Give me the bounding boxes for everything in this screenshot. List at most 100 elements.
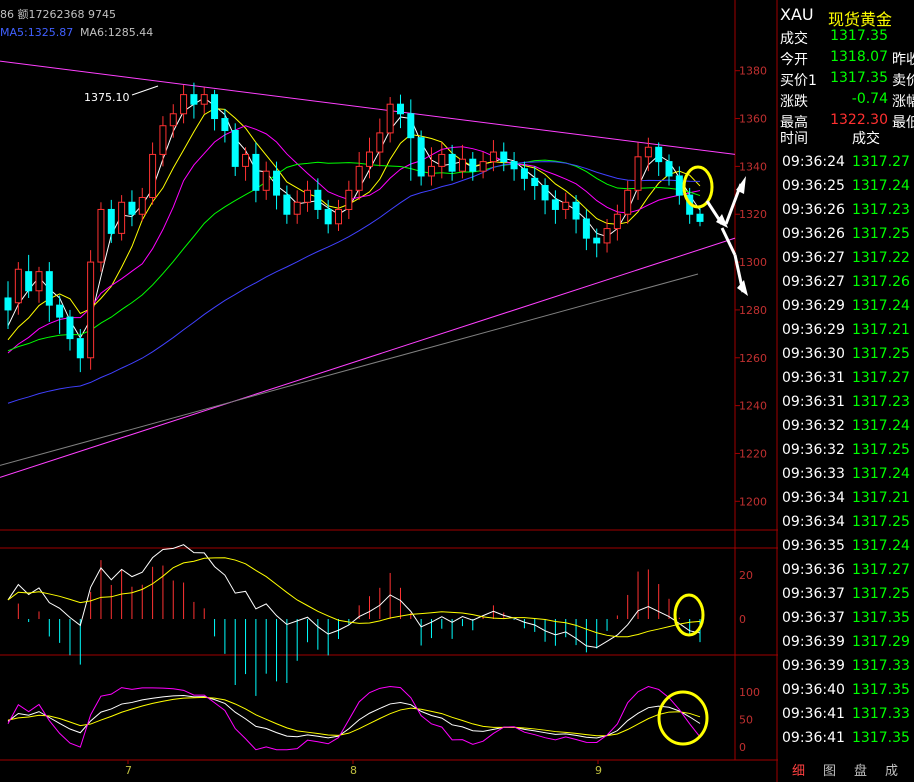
macd-panel: 20 0 bbox=[7, 544, 753, 696]
quote-label: 今开 bbox=[780, 52, 808, 68]
tick-row: 09:36:41 1317.33 bbox=[778, 706, 914, 730]
tick-time: 09:36:31 bbox=[782, 370, 845, 386]
quote-value: -0.74 bbox=[851, 91, 888, 107]
tick-row: 09:36:29 1317.21 bbox=[778, 322, 914, 346]
quote-label: 涨跌 bbox=[780, 94, 808, 110]
candle-body bbox=[655, 146, 663, 163]
tick-price: 1317.25 bbox=[852, 226, 910, 242]
tick-price: 1317.26 bbox=[852, 274, 910, 290]
tick-price: 1317.22 bbox=[852, 250, 910, 266]
candle-body bbox=[644, 146, 652, 158]
highlight-circle bbox=[657, 690, 709, 746]
tick-row: 09:36:32 1317.24 bbox=[778, 418, 914, 442]
tick-time: 09:36:29 bbox=[782, 322, 845, 338]
tick-row: 09:36:31 1317.27 bbox=[778, 370, 914, 394]
tick-row: 09:36:36 1317.27 bbox=[778, 562, 914, 586]
resistance-line bbox=[0, 60, 736, 155]
tick-time: 09:36:37 bbox=[782, 586, 845, 602]
candle-body bbox=[417, 137, 425, 177]
quote-value: 1317.35 bbox=[830, 28, 888, 44]
tick-row: 09:36:27 1317.26 bbox=[778, 274, 914, 298]
tick-price: 1317.33 bbox=[852, 658, 910, 674]
candle-body bbox=[25, 271, 33, 292]
ma-line-blue bbox=[7, 161, 701, 404]
price-tick-label: 1260 bbox=[739, 352, 767, 365]
kdj-d bbox=[7, 696, 701, 737]
tick-time: 09:36:29 bbox=[782, 298, 845, 314]
candle-body bbox=[252, 153, 260, 191]
tick-row: 09:36:32 1317.25 bbox=[778, 442, 914, 466]
tick-time: 09:36:34 bbox=[782, 514, 845, 530]
price-tick-label: 1360 bbox=[739, 113, 767, 126]
tick-row: 09:36:30 1317.25 bbox=[778, 346, 914, 370]
tick-time: 09:36:34 bbox=[782, 490, 845, 506]
kline-chart: 1380 1360 1340 1320 1300 1280 1260 1240 1220 1200… bbox=[0, 0, 778, 782]
candle-body bbox=[169, 113, 177, 127]
candle-body bbox=[14, 268, 22, 304]
tick-price: 1317.24 bbox=[852, 178, 910, 194]
candle-body bbox=[273, 170, 281, 196]
price-tick-label: 1320 bbox=[739, 208, 767, 221]
candle-body bbox=[304, 189, 312, 203]
candle-body bbox=[4, 297, 12, 311]
tick-price: 1317.35 bbox=[852, 610, 910, 626]
quote-extra-label: 涨幅 bbox=[892, 94, 914, 110]
candle-body bbox=[138, 196, 146, 215]
candle-body bbox=[345, 189, 353, 210]
tick-price: 1317.21 bbox=[852, 322, 910, 338]
tick-row: 09:36:40 1317.35 bbox=[778, 682, 914, 706]
kdj-j bbox=[7, 685, 701, 751]
kdj-tick-label: 0 bbox=[739, 741, 746, 754]
tick-row: 09:36:25 1317.24 bbox=[778, 178, 914, 202]
ticks-price-header: 成交 bbox=[852, 131, 880, 147]
ma-line-green bbox=[7, 159, 701, 352]
x-tick-label: 9 bbox=[595, 764, 602, 777]
arrow-head bbox=[737, 280, 748, 296]
quote-extra-label: 最低 bbox=[892, 115, 914, 131]
candle-body bbox=[438, 153, 446, 167]
tab-3[interactable]: 成 bbox=[885, 764, 899, 779]
macd-dea bbox=[7, 557, 701, 638]
tick-row: 09:36:29 1317.24 bbox=[778, 298, 914, 322]
candle-body bbox=[283, 194, 291, 215]
candle-body bbox=[107, 208, 115, 234]
price-axis: 1380 1360 1340 1320 1300 1280 1260 1240 1220 1200 bbox=[735, 65, 767, 508]
tick-time: 09:36:39 bbox=[782, 658, 845, 674]
candle-body bbox=[562, 201, 570, 210]
quote-value: 1322.30 bbox=[830, 112, 888, 128]
candle-body bbox=[520, 168, 528, 179]
candle-body bbox=[149, 153, 157, 198]
tick-time: 09:36:40 bbox=[782, 682, 845, 698]
highlight-circle bbox=[673, 593, 705, 637]
tick-time: 09:36:41 bbox=[782, 706, 845, 722]
kdj-k bbox=[7, 695, 701, 739]
candles bbox=[4, 82, 704, 373]
candle-body bbox=[386, 103, 394, 134]
tick-time: 09:36:39 bbox=[782, 634, 845, 650]
tick-price: 1317.35 bbox=[852, 730, 910, 746]
instrument-name: 现货黄金 bbox=[828, 10, 893, 29]
candle-body bbox=[500, 151, 508, 163]
tab-2[interactable]: 盘 bbox=[854, 764, 868, 779]
candle-body bbox=[696, 213, 704, 222]
tick-time: 09:36:26 bbox=[782, 202, 845, 218]
macd-dif bbox=[7, 544, 701, 649]
trendlines bbox=[0, 60, 736, 478]
candle-body bbox=[221, 118, 229, 132]
tick-row: 09:36:39 1317.29 bbox=[778, 634, 914, 658]
candle-body bbox=[531, 177, 539, 187]
tick-row: 09:36:34 1317.25 bbox=[778, 514, 914, 538]
ma5-label: MA5:1325.87 bbox=[0, 26, 74, 39]
candle-body bbox=[458, 158, 466, 172]
tab-0[interactable]: 细 bbox=[792, 764, 806, 779]
symbol: XAU bbox=[780, 5, 814, 24]
candle-body bbox=[365, 151, 373, 167]
tab-1[interactable]: 图 bbox=[823, 764, 837, 779]
tick-row: 09:36:24 1317.27 bbox=[778, 154, 914, 178]
candle-body bbox=[510, 161, 518, 170]
tick-row: 09:36:27 1317.22 bbox=[778, 250, 914, 274]
tick-price: 1317.24 bbox=[852, 466, 910, 482]
annotations: 1375.10 bbox=[84, 85, 748, 746]
bottom-tabs: 细图盘成 bbox=[778, 758, 914, 782]
candle-body bbox=[35, 271, 43, 292]
